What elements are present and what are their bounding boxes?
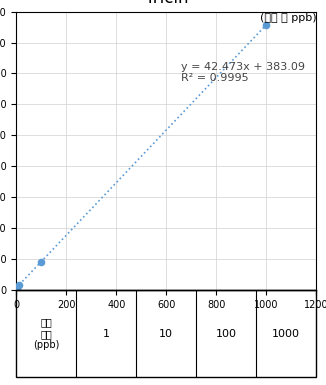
Point (16, 282, 22, 288)
Point (264, 22, 269, 28)
Text: 1: 1 (103, 329, 110, 339)
Title: Tricin: Tricin (144, 0, 188, 7)
Text: y = 42.473x + 383.09
R² = 0.9995: y = 42.473x + 383.09 R² = 0.9995 (181, 62, 305, 83)
Text: 10: 10 (159, 329, 173, 339)
Text: 정리
농도
(ppb): 정리 농도 (ppb) (33, 317, 59, 350)
Point (39, 258, 44, 264)
Text: 1000: 1000 (272, 329, 300, 339)
Point (14, 285, 19, 291)
Text: (단위 ： ppb): (단위 ： ppb) (259, 13, 316, 23)
Text: 100: 100 (216, 329, 237, 339)
